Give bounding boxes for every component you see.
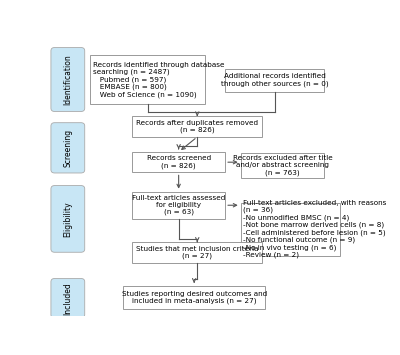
- Text: Full-text articles excluded, with reasons
(n = 36)
-No unmodified BMSC (n = 4)
-: Full-text articles excluded, with reason…: [243, 200, 386, 258]
- FancyBboxPatch shape: [241, 153, 324, 178]
- Text: Records after duplicates removed
(n = 826): Records after duplicates removed (n = 82…: [136, 120, 258, 133]
- Text: Full-text articles assessed
for eligibility
(n = 63): Full-text articles assessed for eligibil…: [132, 195, 225, 215]
- Text: Records excluded after title
and/or abstract screening
(n = 763): Records excluded after title and/or abst…: [233, 155, 332, 176]
- FancyBboxPatch shape: [51, 123, 85, 173]
- Text: Records screened
(n = 826): Records screened (n = 826): [146, 155, 211, 169]
- FancyBboxPatch shape: [51, 48, 85, 111]
- FancyBboxPatch shape: [90, 55, 205, 104]
- Text: Identification: Identification: [63, 54, 72, 105]
- FancyBboxPatch shape: [51, 186, 85, 252]
- Text: Studies that met inclusion criteria
(n = 27): Studies that met inclusion criteria (n =…: [136, 246, 258, 259]
- FancyBboxPatch shape: [132, 192, 225, 219]
- FancyBboxPatch shape: [51, 279, 85, 318]
- FancyBboxPatch shape: [132, 152, 225, 173]
- Text: Eligibility: Eligibility: [63, 201, 72, 237]
- FancyBboxPatch shape: [123, 286, 266, 309]
- Text: Records identified through database
searching (n = 2487)
   Pubmed (n = 597)
   : Records identified through database sear…: [93, 61, 224, 98]
- FancyBboxPatch shape: [241, 202, 340, 256]
- FancyBboxPatch shape: [225, 69, 324, 92]
- Text: Additional records identified
through other sources (n = 0): Additional records identified through ot…: [221, 73, 328, 87]
- Text: Studies reporting desired outcomes and
included in meta-analysis (n = 27): Studies reporting desired outcomes and i…: [122, 291, 267, 304]
- FancyBboxPatch shape: [132, 242, 262, 263]
- Text: Screening: Screening: [63, 129, 72, 167]
- FancyBboxPatch shape: [132, 116, 262, 137]
- Text: Included: Included: [63, 282, 72, 315]
